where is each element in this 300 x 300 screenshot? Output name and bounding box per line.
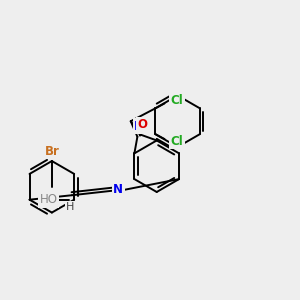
Text: O: O [137,118,147,131]
Text: H: H [66,202,74,212]
Text: Cl: Cl [170,94,183,107]
Text: Cl: Cl [170,135,183,148]
Text: Br: Br [44,145,59,158]
Text: HO: HO [39,193,57,206]
Text: N: N [134,120,144,133]
Text: N: N [113,183,123,196]
